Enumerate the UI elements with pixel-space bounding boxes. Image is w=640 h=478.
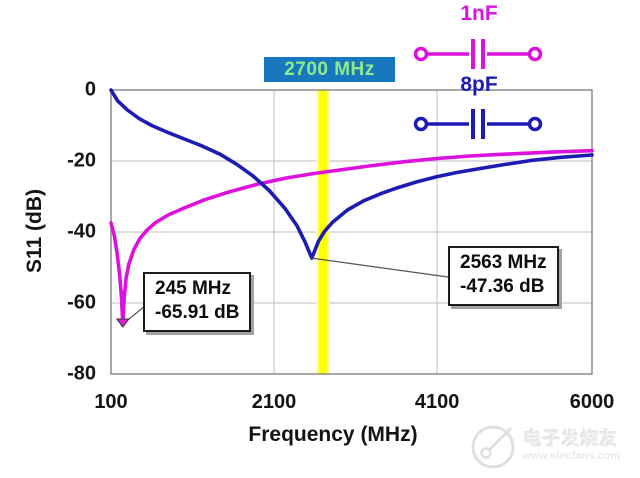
y-tick-label: 0	[84, 78, 96, 101]
x-tick-label: 6000	[569, 391, 615, 413]
x-tick-label: 2100	[251, 391, 297, 413]
annotation-2563mhz: 2563 MHz -47.36 dB	[448, 246, 559, 306]
plot-border	[110, 89, 593, 375]
curve-8pF	[109, 88, 594, 260]
watermark: 电子发烧友 www.elecfans.com	[466, 419, 638, 473]
curve-1nF	[109, 148, 594, 326]
elecfans-logo-icon	[471, 425, 515, 469]
y-tick-label: -40	[67, 220, 96, 243]
x-tick-label: 100	[94, 391, 128, 413]
annotation-level: -65.91 dB	[155, 301, 240, 323]
annotation-frequency: 2563 MHz	[460, 252, 547, 273]
annotation-245mhz: 245 MHz -65.91 dB	[143, 272, 252, 332]
marker-frequency-label: 2700 MHz	[264, 57, 395, 82]
capacitor-1nF-icon	[413, 39, 543, 69]
capacitor-1nF-label: 1nF	[460, 2, 498, 25]
watermark-cn-text: 电子发烧友	[523, 429, 619, 450]
capacitor-8pF-icon	[413, 109, 543, 139]
y-tick-label: -20	[67, 149, 96, 172]
watermark-url: www.elecfans.com	[522, 449, 621, 462]
x-tick-label: 4100	[414, 391, 460, 413]
capacitor-8pF-label: 8pF	[460, 73, 498, 96]
annotation-frequency: 245 MHz	[155, 278, 232, 299]
annotation-level: -47.36 dB	[460, 275, 545, 297]
dip-marker	[115, 318, 130, 328]
x-axis-label: Frequency (MHz)	[248, 423, 418, 446]
leader-line	[311, 257, 449, 278]
y-tick-label: -60	[67, 291, 96, 314]
y-tick-label: -80	[67, 362, 96, 385]
